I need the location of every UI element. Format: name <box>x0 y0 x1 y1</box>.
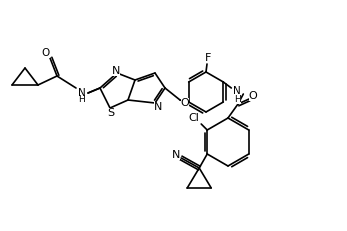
Text: H: H <box>79 95 85 104</box>
Text: N: N <box>78 88 86 98</box>
Text: Cl: Cl <box>189 113 200 123</box>
Text: N: N <box>172 150 180 160</box>
Text: H: H <box>234 94 241 103</box>
Text: N: N <box>154 102 162 112</box>
Text: S: S <box>108 108 115 118</box>
Text: O: O <box>248 91 257 101</box>
Text: N: N <box>234 86 241 96</box>
Text: O: O <box>181 98 189 108</box>
Text: F: F <box>205 53 211 63</box>
Text: O: O <box>42 48 50 58</box>
Text: N: N <box>112 66 120 76</box>
